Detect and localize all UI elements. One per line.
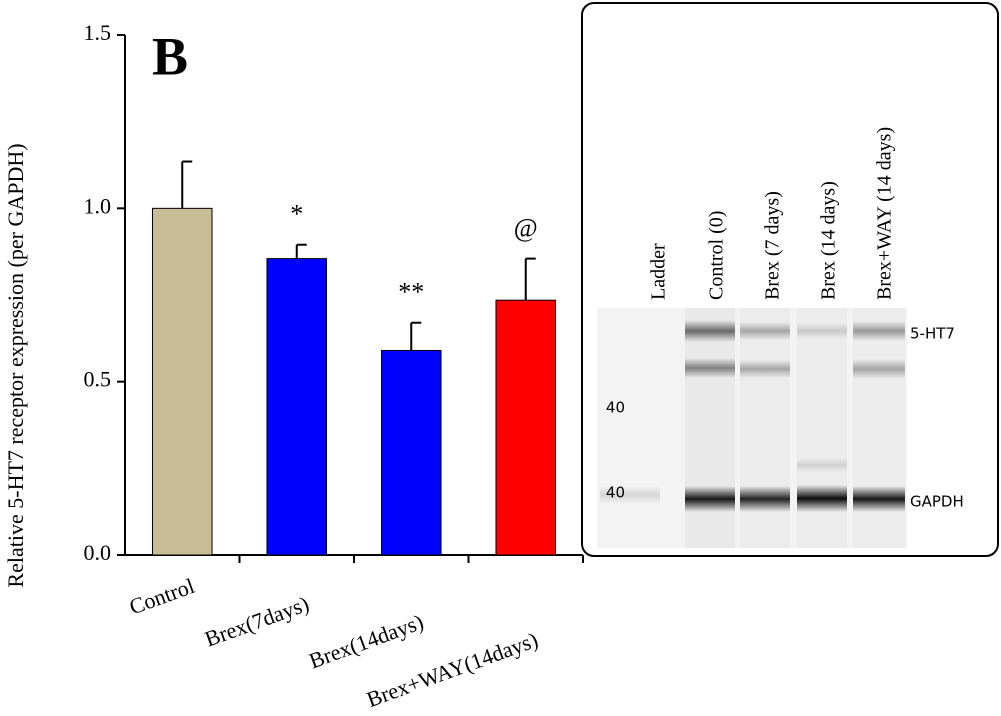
marker-label: 40: [606, 484, 625, 502]
band: [685, 358, 735, 378]
y-tick-label: 1.0: [84, 193, 112, 218]
band-label: GAPDH: [910, 493, 964, 511]
band: [740, 486, 790, 512]
band-label: 5-HT7: [910, 325, 955, 343]
x-tick-label: Brex(14days): [306, 609, 427, 673]
lane-label: Brex (7 days): [762, 191, 784, 300]
significance-label: **: [398, 278, 424, 307]
band: [797, 323, 847, 339]
lane-label: Brex+WAY (14 days): [874, 127, 896, 300]
lane-label: Ladder: [648, 243, 670, 300]
panel-label: B: [152, 26, 188, 86]
significance-label: *: [290, 200, 303, 229]
band: [797, 458, 847, 472]
band: [600, 486, 660, 504]
band: [853, 321, 905, 341]
y-axis-label: Relative 5-HT7 receptor expression (per …: [3, 143, 28, 587]
band: [685, 486, 735, 512]
lane-label: Brex (14 days): [818, 181, 840, 300]
bar: [266, 258, 328, 556]
y-tick-label: 0.5: [84, 367, 112, 392]
marker-label: 40: [606, 399, 625, 417]
significance-label: @: [514, 214, 538, 243]
band: [797, 485, 847, 512]
band: [740, 322, 790, 340]
y-tick-label: 1.5: [84, 20, 112, 45]
y-tick-label: 0.0: [84, 540, 112, 565]
bar: [380, 349, 442, 556]
bar: [151, 207, 213, 556]
band: [685, 320, 735, 342]
band: [853, 486, 905, 512]
band: [740, 360, 790, 378]
x-tick-label: Brex(7days): [201, 591, 312, 652]
band: [853, 359, 905, 379]
blot-panel: 40 40 5-HT7 GAPDH: [581, 2, 999, 557]
x-tick-label: Control: [126, 573, 198, 619]
lane-label: Control (0): [706, 211, 728, 300]
bar: [495, 299, 557, 556]
